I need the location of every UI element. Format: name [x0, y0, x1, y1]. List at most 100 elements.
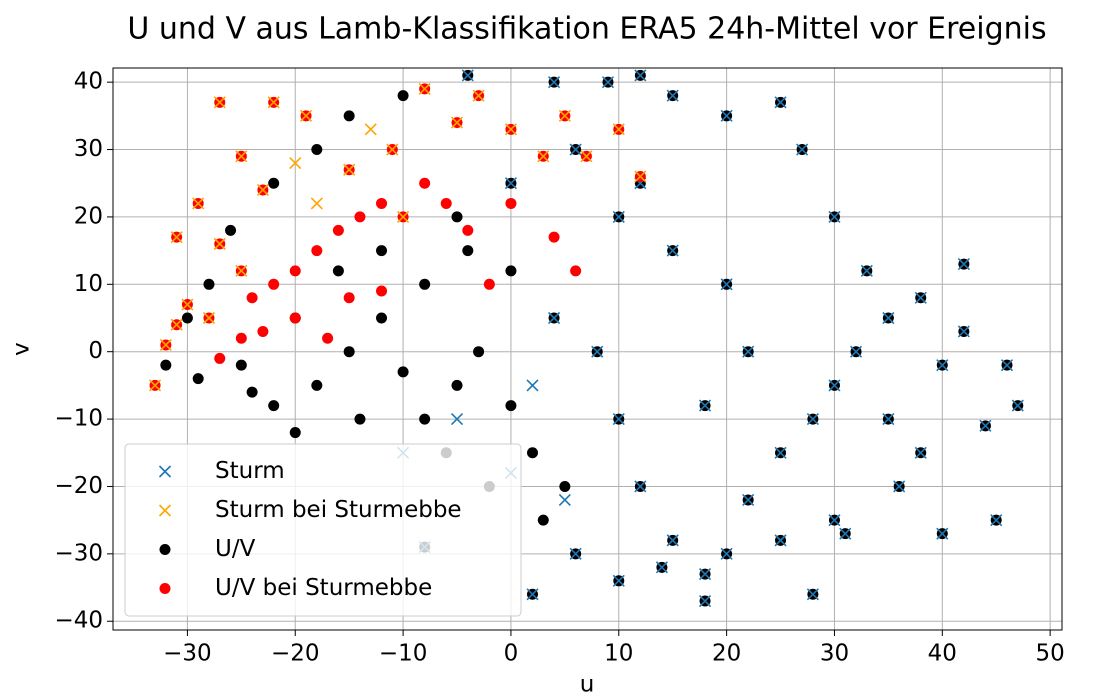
point [343, 110, 355, 122]
point [774, 534, 787, 547]
point [418, 82, 431, 95]
point [558, 493, 571, 507]
point [882, 311, 895, 325]
point [612, 210, 625, 223]
point [849, 345, 863, 358]
point [526, 588, 539, 601]
point [893, 480, 906, 493]
point [828, 210, 841, 223]
point [742, 345, 755, 358]
y-tick-label: 0 [88, 338, 103, 364]
legend-marker [159, 583, 171, 594]
point [698, 568, 712, 581]
legend-label: U/V bei Sturmebbe [215, 575, 432, 601]
point [311, 245, 323, 257]
point [505, 197, 517, 209]
x-tick-label: −30 [163, 641, 212, 667]
point [311, 144, 323, 156]
point [774, 446, 787, 459]
point [322, 332, 334, 344]
point [472, 89, 485, 102]
point [666, 534, 679, 547]
point [720, 547, 733, 560]
x-tick-label: 40 [928, 641, 957, 667]
legend-label: Sturm bei Sturmebbe [215, 497, 462, 523]
plot-frame [112, 67, 1063, 631]
point [720, 278, 733, 291]
point [548, 311, 561, 325]
point [504, 177, 517, 190]
x-tick-label: −20 [271, 641, 320, 667]
point [806, 588, 819, 601]
point [1000, 359, 1014, 372]
point [450, 116, 464, 129]
point [235, 332, 247, 344]
chart-title: U und V aus Lamb-Klassifikation ERA5 24h… [127, 12, 1046, 47]
point [612, 574, 625, 587]
point [192, 373, 204, 385]
point [170, 318, 183, 331]
point [376, 285, 388, 297]
y-tick-label: −20 [54, 473, 103, 499]
point [246, 386, 258, 398]
point [257, 325, 269, 337]
point [289, 312, 301, 324]
point [796, 143, 809, 156]
legend-label: U/V [215, 536, 256, 562]
x-tick-label: 30 [820, 641, 849, 667]
x-tick-label: 10 [604, 641, 633, 667]
point [505, 265, 517, 277]
point [332, 224, 344, 236]
point [181, 312, 193, 324]
point [332, 265, 344, 277]
point [181, 298, 194, 311]
point [462, 245, 474, 257]
point [192, 197, 205, 210]
point [202, 311, 216, 325]
point [451, 211, 463, 223]
point [268, 177, 280, 189]
point [526, 379, 539, 392]
x-axis-label: u [580, 672, 595, 698]
point [548, 231, 560, 243]
point [397, 90, 409, 102]
point [246, 292, 258, 304]
point [612, 123, 625, 136]
point [548, 76, 561, 89]
point [397, 366, 409, 378]
x-tick-label: 50 [1035, 641, 1064, 667]
point [268, 400, 280, 412]
point [343, 346, 355, 358]
point [569, 547, 582, 560]
point [225, 224, 237, 236]
y-axis-label: v [9, 342, 35, 356]
point [364, 123, 377, 136]
point [537, 514, 549, 526]
y-tick-label: 40 [74, 69, 103, 95]
point [537, 150, 550, 163]
point [742, 493, 755, 507]
point [698, 399, 712, 412]
point [634, 170, 647, 183]
point [213, 237, 226, 250]
point [461, 69, 474, 82]
point [483, 278, 495, 290]
point [160, 359, 172, 371]
point [299, 109, 313, 122]
point [256, 183, 269, 197]
point [1011, 399, 1024, 412]
point [289, 427, 301, 439]
point [666, 244, 679, 257]
legend-box [124, 443, 522, 617]
point [806, 413, 819, 426]
series-2 [149, 83, 646, 391]
point [774, 96, 787, 109]
point [419, 177, 431, 189]
legend-marker [158, 465, 172, 478]
y-tick-label: 10 [74, 271, 103, 297]
point [376, 312, 388, 324]
point [914, 446, 927, 459]
point [235, 359, 247, 371]
point [235, 264, 248, 277]
